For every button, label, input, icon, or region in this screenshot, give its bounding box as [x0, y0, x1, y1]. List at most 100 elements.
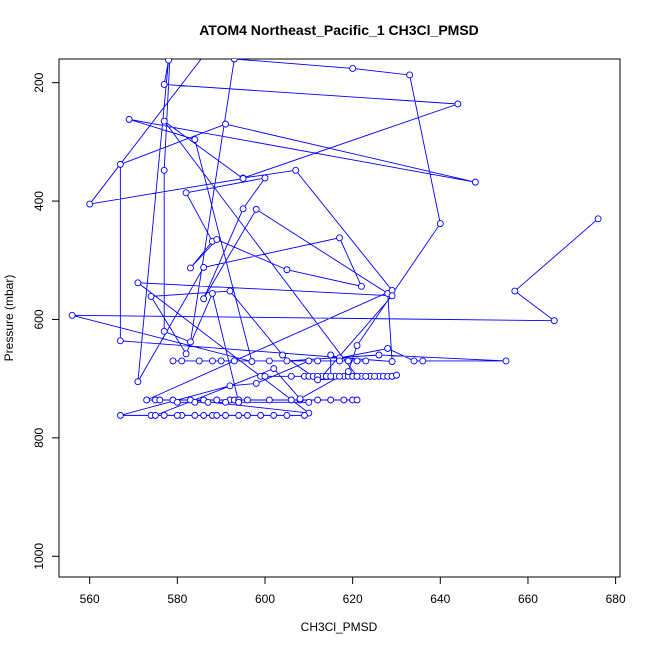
x-tick-label: 580: [167, 592, 187, 606]
data-point: [235, 411, 243, 419]
x-tick-label: 680: [606, 592, 626, 606]
data-point: [305, 398, 313, 406]
y-tick-label: 1000: [32, 543, 46, 570]
data-point: [336, 372, 343, 380]
data-point: [191, 411, 199, 419]
data-point: [160, 166, 168, 174]
data-point: [410, 357, 418, 365]
data-point: [230, 357, 238, 365]
data-point: [287, 372, 295, 380]
data-point: [191, 398, 199, 406]
series-line: [72, 59, 599, 416]
data-point: [86, 200, 94, 208]
data-point: [340, 396, 348, 404]
y-tick-label: 800: [32, 428, 46, 448]
data-point: [187, 264, 194, 272]
data-point: [362, 357, 370, 365]
data-point: [314, 376, 322, 384]
data-point: [454, 100, 462, 108]
data-point: [169, 357, 177, 365]
data-point: [371, 372, 379, 380]
data-point: [283, 411, 291, 419]
data-point: [226, 287, 234, 295]
data-point: [270, 411, 278, 419]
data-point: [511, 287, 519, 295]
data-point: [213, 396, 221, 404]
data-point: [261, 372, 269, 380]
data-point: [226, 382, 234, 390]
data-point: [471, 178, 479, 186]
data-point: [244, 396, 251, 404]
data-point: [353, 372, 361, 380]
x-tick-label: 640: [430, 592, 450, 606]
data-point: [239, 175, 247, 183]
data-point: [208, 289, 216, 297]
data-point: [327, 372, 335, 380]
data-point: [160, 117, 168, 125]
data-point: [419, 357, 427, 365]
data-point: [116, 411, 124, 419]
data-point: [213, 236, 221, 244]
data-point: [116, 160, 124, 168]
data-point: [265, 396, 273, 404]
data-point: [357, 282, 365, 290]
data-point: [173, 398, 181, 406]
data-point: [270, 365, 278, 373]
y-tick-label: 600: [32, 309, 46, 329]
data-point: [230, 59, 238, 63]
data-point: [353, 342, 361, 349]
chart-title: ATOM4 Northeast_Pacific_1 CH3Cl_PMSD: [199, 22, 479, 38]
y-tick-label: 400: [32, 191, 46, 211]
data-point: [156, 396, 164, 404]
data-point: [170, 0, 176, 2]
data-point: [160, 327, 168, 335]
data-point: [344, 357, 352, 365]
data-point: [252, 205, 260, 213]
data-point: [436, 220, 444, 228]
data-point: [283, 357, 291, 365]
y-axis: 200 400 600 800 1000: [32, 72, 59, 570]
y-axis-label: Pressure (mbar): [2, 275, 16, 362]
data-point: [213, 411, 221, 419]
data-point: [191, 136, 199, 143]
data-point: [296, 395, 304, 403]
data-point: [279, 351, 286, 359]
data-point: [195, 357, 203, 365]
data-point: [305, 357, 313, 365]
data-point: [375, 351, 383, 359]
plot-frame: [58, 58, 621, 578]
data-point: [143, 396, 151, 404]
data-point: [283, 266, 291, 274]
data-point: [353, 357, 361, 365]
data-point: [261, 174, 269, 182]
data-point: [160, 411, 168, 419]
data-point: [134, 279, 142, 287]
data-point: [388, 292, 396, 300]
data-point: [151, 411, 159, 419]
data-point: [252, 379, 260, 387]
data-point: [550, 317, 558, 325]
data-point: [502, 357, 510, 365]
data-point: [200, 263, 208, 271]
data-point: [336, 234, 343, 242]
data-point: [182, 189, 190, 197]
data-point: [235, 398, 243, 406]
data-point: [287, 396, 295, 404]
data-point: [182, 350, 190, 358]
data-point: [393, 371, 400, 379]
data-point: [165, 59, 173, 64]
data-point: [217, 357, 225, 365]
data-point: [222, 398, 229, 406]
x-tick-label: 620: [343, 592, 363, 606]
data-point: [204, 398, 212, 406]
data-point: [160, 81, 168, 88]
data-point: [200, 411, 208, 419]
data-point: [327, 396, 335, 404]
data-point: [178, 357, 186, 365]
data-point: [222, 411, 229, 419]
data-point: [314, 357, 322, 365]
data-point: [384, 345, 392, 352]
x-tick-label: 600: [255, 592, 275, 606]
data-point: [248, 358, 256, 365]
